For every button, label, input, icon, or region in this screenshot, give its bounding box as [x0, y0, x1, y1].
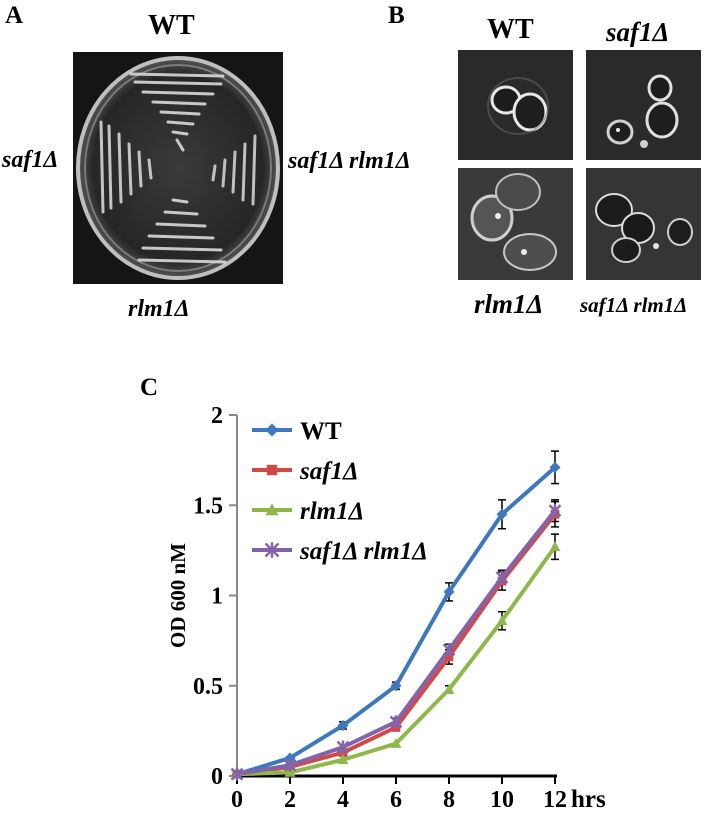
- legend-label: saf1Δ rlm1Δ: [299, 538, 428, 565]
- y-tick-label: 2: [211, 403, 223, 429]
- data-point-2: [444, 652, 454, 662]
- data-point-3: [549, 541, 561, 552]
- x-axis-label: hrs: [571, 786, 606, 813]
- panel-b-label-double: saf1Δ rlm1Δ: [580, 293, 688, 317]
- panel-b-label-saf1: saf1Δ: [606, 17, 670, 47]
- micrograph-rlm1: [458, 168, 573, 280]
- agar-plate-drawing: [73, 52, 283, 284]
- x-tick-label: 6: [390, 787, 402, 813]
- legend-label: WT: [300, 418, 342, 445]
- panel-a-label-double: saf1Δ rlm1Δ: [288, 148, 411, 174]
- legend-marker: [266, 464, 278, 476]
- y-tick-label: 1: [211, 584, 223, 610]
- panel-b-label-wt: WT: [487, 14, 534, 45]
- data-point-4: [442, 643, 456, 657]
- data-point-4: [336, 740, 350, 754]
- legend-marker: [264, 542, 280, 558]
- legend-marker: [265, 423, 279, 437]
- panel-a-label-saf1: saf1Δ: [2, 147, 59, 173]
- micrograph-double: [586, 168, 701, 280]
- panel-b-letter: B: [388, 2, 405, 29]
- panel-b-label-rlm1: rlm1Δ: [474, 289, 544, 319]
- data-point-4: [495, 570, 509, 585]
- panel-c-letter: C: [140, 374, 159, 401]
- data-point-1: [390, 680, 402, 692]
- legend-label: saf1Δ: [299, 458, 359, 485]
- legend-label: rlm1Δ: [300, 498, 364, 525]
- agar-plate-photo: [73, 52, 283, 284]
- data-point-3: [443, 683, 455, 694]
- y-tick-label: 1.5: [193, 493, 223, 519]
- data-point-1: [443, 586, 455, 598]
- data-point-3: [284, 766, 296, 777]
- y-tick-label: 0.5: [193, 674, 223, 700]
- data-point-3: [496, 615, 508, 626]
- micrograph-wt: [458, 50, 573, 160]
- legend-marker: [265, 503, 279, 516]
- data-point-1: [549, 461, 561, 473]
- x-tick-label: 10: [490, 787, 514, 813]
- data-point-1: [496, 508, 508, 520]
- x-tick-label: 0: [231, 787, 243, 813]
- y-tick-label: 0: [211, 764, 223, 790]
- data-point-3: [390, 738, 402, 748]
- data-point-3: [337, 754, 349, 765]
- x-tick-label: 8: [443, 787, 455, 813]
- panel-a-letter: A: [5, 2, 24, 29]
- data-point-4: [548, 504, 562, 518]
- x-tick-label: 12: [543, 787, 567, 813]
- data-point-1: [337, 719, 349, 731]
- panel-a-label-rlm1: rlm1Δ: [128, 296, 190, 322]
- data-point-4: [230, 767, 244, 781]
- x-tick-label: 4: [337, 787, 349, 813]
- panel-a-label-wt: WT: [148, 10, 195, 41]
- data-point-4: [389, 715, 403, 729]
- x-tick-label: 2: [284, 787, 296, 813]
- data-point-4: [283, 758, 297, 772]
- y-axis-label: OD 600 nM: [166, 543, 190, 648]
- micrograph-saf1: [586, 50, 701, 160]
